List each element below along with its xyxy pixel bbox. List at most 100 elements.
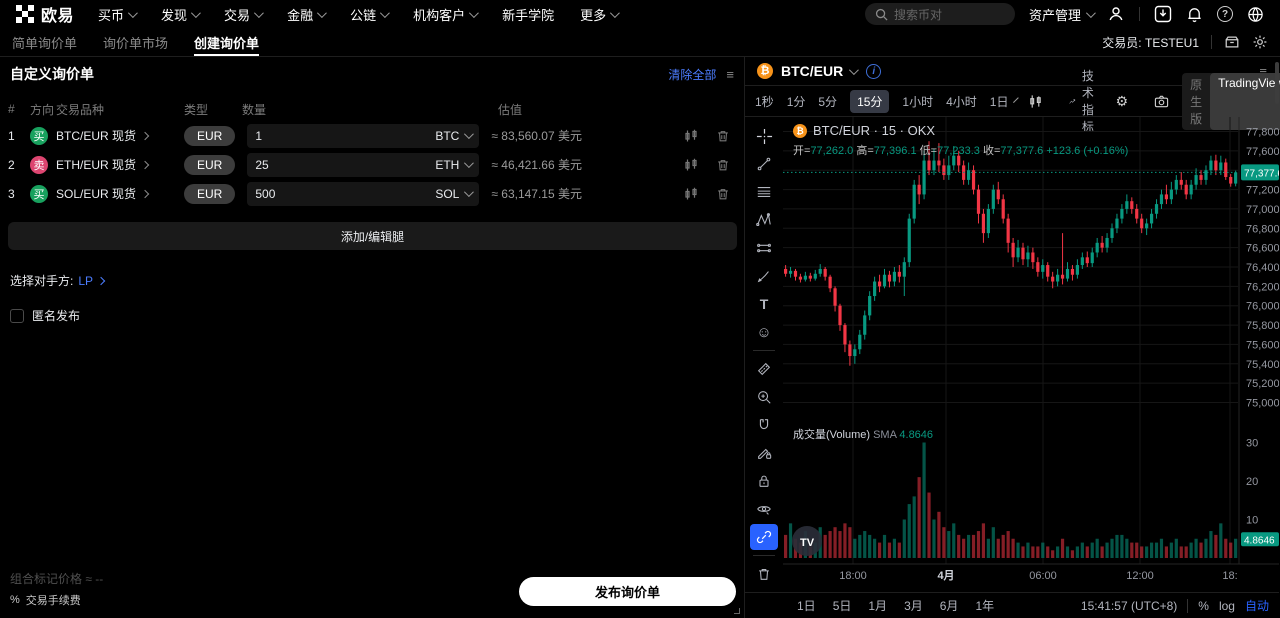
language-globe-icon[interactable] [1247,6,1264,23]
chevron-down-icon [464,129,475,140]
instrument-selector[interactable]: ETH/EUR 现货 [56,156,184,173]
chevron-down-icon [127,7,138,18]
chart-settings-gear-icon[interactable]: ⚙ [1115,92,1129,109]
nav-item-1[interactable]: 发现 [161,5,201,24]
quote-type-pill[interactable]: EUR [184,125,236,146]
nav-item-0[interactable]: 买币 [98,5,138,24]
page-scrollbar[interactable] [1275,62,1279,104]
xabcd-pattern-icon[interactable] [750,207,778,233]
range-6月[interactable]: 6月 [939,599,959,613]
delete-leg-icon[interactable] [716,187,730,201]
mini-chart-icon[interactable] [684,158,698,172]
candlestick-chart[interactable]: 77,800.077,600.077,400.077,200.077,000.0… [783,117,1279,592]
hide-drawings-eye-icon[interactable] [750,496,778,522]
anonymous-checkbox[interactable] [10,308,24,323]
quote-type-pill[interactable]: EUR [184,154,236,175]
trend-line-icon[interactable] [750,151,778,177]
range-5日[interactable]: 5日 [832,599,852,613]
leg-index: 1 [8,128,15,143]
publish-rfq-button[interactable]: 发布询价单 [519,577,736,606]
range-3月[interactable]: 3月 [904,599,923,613]
magnet-icon[interactable] [750,412,778,438]
notifications-bell-icon[interactable] [1186,6,1203,23]
help-icon[interactable]: ? [1217,6,1233,22]
percent-scale-button[interactable]: % [1198,598,1209,613]
nav-item-5[interactable]: 机构客户 [413,5,479,24]
timeframe-1分[interactable]: 1分 [786,94,806,109]
info-icon[interactable]: i [866,63,882,79]
pair-selector[interactable]: BTC/EUR [781,63,860,79]
interval-chevron-icon[interactable] [1013,96,1020,103]
panel-menu-icon[interactable]: ≡ [726,66,734,82]
measure-ruler-icon[interactable] [750,356,778,382]
divider [1211,35,1212,49]
profile-icon[interactable] [1107,5,1125,23]
snapshot-camera-icon[interactable] [1154,94,1169,109]
currency-selector[interactable]: SOL [435,187,475,201]
counterparty-value[interactable]: LP [78,273,94,288]
nav-item-3[interactable]: 金融 [287,5,327,24]
okx-logo-icon [16,5,34,23]
candle-style-icon[interactable] [1028,94,1043,109]
amount-input[interactable] [255,128,430,143]
amount-input[interactable] [255,186,430,201]
add-edit-legs-button[interactable]: 添加/编辑腿 [8,222,737,250]
delete-leg-icon[interactable] [716,158,730,172]
asset-management-menu[interactable]: 资产管理 [1029,5,1096,24]
timeframe-5分[interactable]: 5分 [818,94,838,109]
svg-text:75,200.0: 75,200.0 [1246,378,1279,390]
nav-item-4[interactable]: 公链 [350,5,390,24]
projection-icon[interactable] [750,235,778,261]
nav-item-2[interactable]: 交易 [224,5,264,24]
chevron-right-icon[interactable] [96,276,106,285]
nav-item-7[interactable]: 更多 [580,5,621,24]
timeframe-1秒[interactable]: 1秒 [755,94,774,109]
panel-resize-handle[interactable] [734,608,740,614]
timeframe-1日[interactable]: 1日 [989,94,1009,109]
delete-leg-icon[interactable] [716,129,730,143]
drawing-mode-lock-icon[interactable] [750,440,778,466]
range-1月[interactable]: 1月 [868,599,888,613]
settings-gear-icon[interactable] [1252,34,1268,50]
range-1日[interactable]: 1日 [797,599,816,613]
log-scale-button[interactable]: log [1218,598,1235,613]
timeframe-1小时[interactable]: 1小时 [902,94,934,109]
tab-创建询价单[interactable]: 创建询价单 [194,28,260,56]
timeframe-15分[interactable]: 15分 [850,89,890,113]
native-version-tab[interactable]: 原生版 [1190,77,1203,126]
tab-询价单市场[interactable]: 询价单市场 [103,35,169,51]
order-history-icon[interactable] [1224,34,1240,50]
text-tool-icon[interactable]: T [759,296,769,312]
currency-selector[interactable]: ETH [435,158,475,172]
currency-selector[interactable]: BTC [435,129,475,143]
crosshair-icon[interactable] [750,123,778,149]
amount-input[interactable] [255,157,430,172]
brush-icon[interactable] [750,263,778,289]
nav-item-6[interactable]: 新手学院 [502,7,555,23]
sync-drawings-link-icon[interactable] [750,524,778,550]
okx-logo[interactable]: 欧易 [16,2,74,26]
search-input[interactable]: 搜索币对 [864,3,1015,25]
mini-chart-icon[interactable] [684,129,698,143]
remove-drawings-trash-icon[interactable] [750,561,778,587]
clear-all-button[interactable]: 清除全部 [668,67,717,82]
range-1年[interactable]: 1年 [975,599,995,613]
instrument-selector[interactable]: BTC/EUR 现货 [56,127,184,144]
lock-all-icon[interactable] [750,468,778,494]
zoom-in-icon[interactable] [750,384,778,410]
tradingview-tab[interactable]: TradingView [1210,72,1280,130]
emoji-tool-icon[interactable]: ☺ [756,323,772,341]
auto-scale-button[interactable]: 自动 [1244,599,1269,613]
legs-table-header: # 方向 交易品种 类型 数量 估值 [8,102,523,117]
timeframe-4小时[interactable]: 4小时 [946,94,977,109]
divider [1187,598,1189,613]
download-app-icon[interactable] [1154,5,1172,23]
tab-简单询价单[interactable]: 简单询价单 [12,35,78,51]
watchlist-icon[interactable]: ≡ [1259,63,1267,79]
quote-type-pill[interactable]: EUR [184,183,236,204]
instrument-selector[interactable]: SOL/EUR 现货 [56,185,184,202]
indicators-button[interactable]: 技术指标 [1069,67,1102,135]
price-chart[interactable]: ₿ BTC/EUR · 15 · OKX 开=77,262.0 高=77,396… [783,117,1279,592]
fib-retracement-icon[interactable] [750,179,778,205]
mini-chart-icon[interactable] [684,187,698,201]
